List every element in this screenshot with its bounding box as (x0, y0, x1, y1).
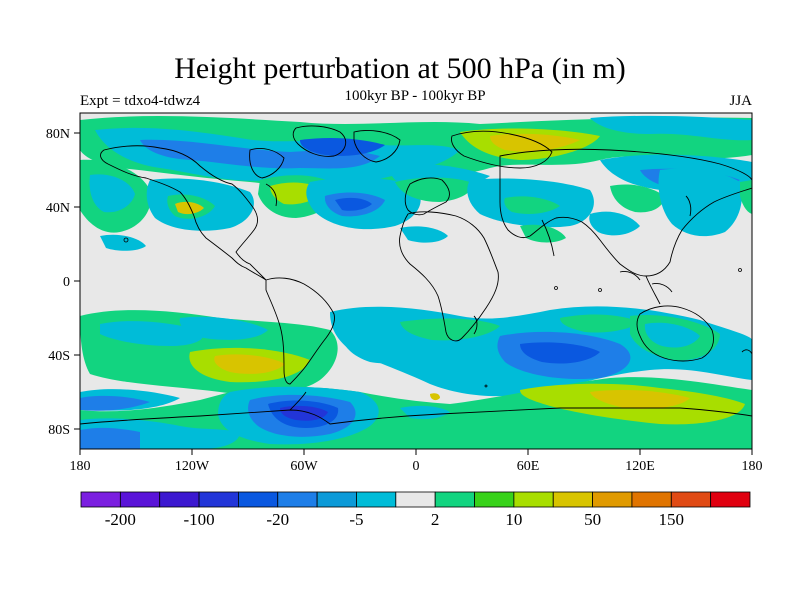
mid-north-anomalies (80, 159, 752, 237)
colorbar-swatch (474, 491, 515, 508)
lat-tick-40n: 40N (46, 201, 70, 216)
colorbar-label: 150 (659, 510, 685, 529)
season-label: JJA (729, 93, 752, 109)
colorbar-label: -100 (183, 510, 214, 529)
colorbar-swatch (670, 491, 712, 508)
colorbar-swatch (513, 491, 554, 508)
tropical-anomalies (100, 224, 566, 251)
colorbar-swatch (277, 491, 318, 508)
colorbar-label: -20 (266, 510, 289, 529)
mid-south-anomalies (80, 306, 752, 411)
map-title: Height perturbation at 500 hPa (in m) (174, 52, 626, 85)
colorbar-swatch (198, 491, 239, 508)
lat-tick-0: 0 (63, 275, 70, 290)
lon-tick-60e: 60E (517, 459, 540, 474)
islands (123, 237, 742, 388)
colorbar-swatch (631, 491, 672, 508)
colorbar-label: -200 (105, 510, 136, 529)
lon-tick-0: 0 (413, 459, 420, 474)
colorbar-swatch (592, 491, 633, 508)
colorbar-swatch (395, 491, 436, 508)
colorbar-swatch (434, 491, 475, 508)
colorbar-swatch (119, 491, 161, 508)
lat-tick-40s: 40S (48, 349, 70, 364)
latitude-axis: 80N 40N 0 40S 80S (46, 127, 80, 438)
colorbar-swatch (710, 491, 751, 508)
colorbar-swatch (80, 491, 121, 508)
lat-tick-80s: 80S (48, 423, 70, 438)
colorbar-label: 10 (505, 510, 522, 529)
experiment-label: Expt = tdxo4-tdwz4 (80, 93, 201, 109)
colorbar: -200 -100 -20 -5 2 10 50 150 (80, 491, 751, 529)
colorbar-label: 2 (431, 510, 440, 529)
colorbar-label: -5 (349, 510, 363, 529)
lon-tick-60w: 60W (290, 459, 318, 474)
lon-tick-120e: 120E (625, 459, 655, 474)
longitude-axis: 180 120W 60W 0 60E 120E 180 (70, 449, 763, 474)
colorbar-label: 50 (584, 510, 601, 529)
colorbar-swatch (316, 491, 357, 508)
south-polar-anomalies (80, 377, 752, 449)
colorbar-swatch (238, 491, 279, 508)
colorbar-swatch (552, 491, 593, 508)
lon-tick-180e: 180 (742, 459, 763, 474)
colorbar-swatch (159, 491, 200, 508)
coastlines (80, 125, 752, 425)
lon-tick-120w: 120W (175, 459, 210, 474)
map-subtitle: 100kyr BP - 100kyr BP (344, 88, 486, 104)
contour-field (80, 113, 752, 449)
lon-tick-180w: 180 (70, 459, 91, 474)
lat-tick-80n: 80N (46, 127, 70, 142)
colorbar-swatch (356, 491, 397, 508)
